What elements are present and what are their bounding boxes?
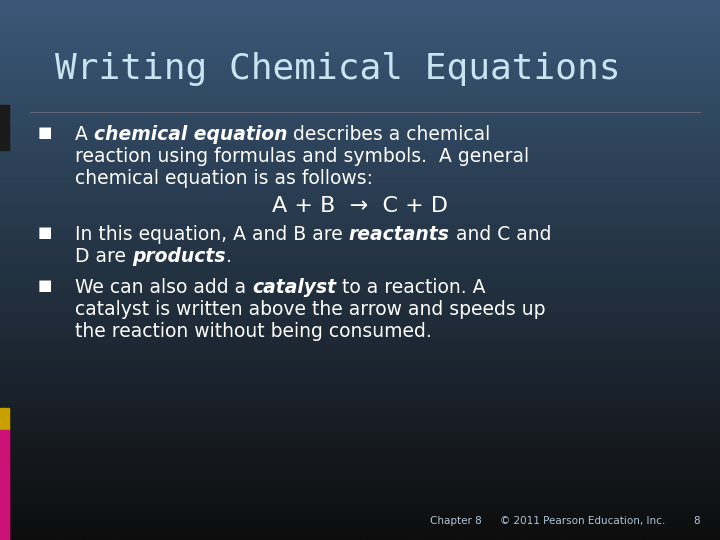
Bar (0, 408, 9, 430)
Text: catalyst is written above the arrow and speeds up: catalyst is written above the arrow and … (75, 300, 546, 319)
Text: products: products (132, 247, 225, 266)
Text: ■: ■ (38, 225, 53, 240)
Text: to a reaction. A: to a reaction. A (336, 278, 486, 297)
Bar (0, 105, 9, 150)
Text: chemical equation is as follows:: chemical equation is as follows: (75, 169, 373, 188)
Text: describes a chemical: describes a chemical (287, 125, 490, 144)
Text: Chapter 8: Chapter 8 (430, 516, 482, 526)
Bar (0, 430, 9, 540)
Text: reactants: reactants (348, 225, 449, 244)
Text: D are: D are (75, 247, 132, 266)
Text: In this equation, A and B are: In this equation, A and B are (75, 225, 348, 244)
Text: reaction using formulas and symbols.  A general: reaction using formulas and symbols. A g… (75, 147, 529, 166)
Text: We can also add a: We can also add a (75, 278, 252, 297)
Text: A + B  →  C + D: A + B → C + D (272, 196, 448, 216)
Text: catalyst: catalyst (252, 278, 336, 297)
Text: the reaction without being consumed.: the reaction without being consumed. (75, 322, 432, 341)
Text: chemical equation: chemical equation (94, 125, 287, 144)
Text: A: A (75, 125, 94, 144)
Text: ■: ■ (38, 278, 53, 293)
Text: ■: ■ (38, 125, 53, 140)
Text: © 2011 Pearson Education, Inc.: © 2011 Pearson Education, Inc. (500, 516, 665, 526)
Text: 8: 8 (693, 516, 700, 526)
Text: and C and: and C and (449, 225, 551, 244)
Text: .: . (225, 247, 231, 266)
Text: Writing Chemical Equations: Writing Chemical Equations (55, 52, 621, 86)
